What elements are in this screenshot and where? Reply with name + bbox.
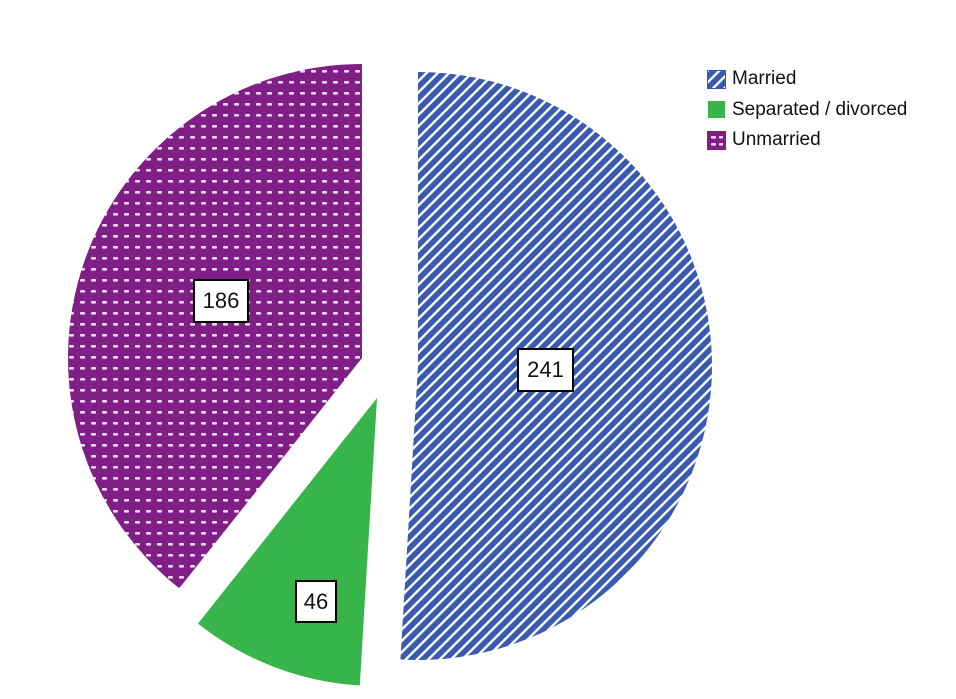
stripes-swatch-icon: [707, 69, 726, 89]
data-label-married: 241: [517, 348, 574, 392]
solid-swatch-icon: [708, 101, 725, 119]
data-label-separated: 46: [295, 580, 337, 623]
legend-label: Married: [732, 68, 797, 90]
legend-item-separated: Separated / divorced: [707, 95, 907, 126]
legend-label: Separated / divorced: [732, 98, 908, 120]
legend-item-married: Married: [707, 64, 907, 95]
data-label-unmarried: 186: [193, 279, 249, 323]
legend-item-unmarried: Unmarried: [707, 125, 907, 156]
slice-unmarried: [68, 64, 362, 589]
dots-swatch-icon: [707, 130, 726, 150]
legend: Married Separated / divorced Unmarried: [707, 64, 907, 156]
legend-label: Unmarried: [732, 129, 821, 151]
